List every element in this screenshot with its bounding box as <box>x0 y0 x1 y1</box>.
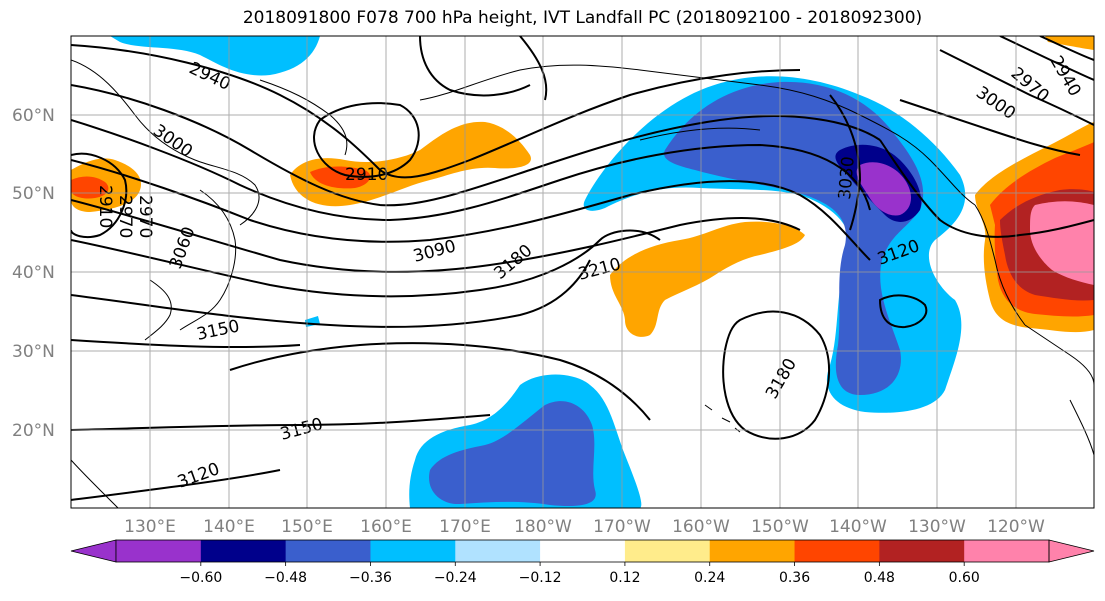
lon-label: 170°W <box>593 517 651 537</box>
colorbar-tick-label: −0.60 <box>179 570 222 586</box>
colorbar-extend-min <box>70 539 117 563</box>
lat-label: 20°N <box>12 421 55 441</box>
lon-label: 130°E <box>124 517 176 537</box>
contour-label: 2910 <box>345 165 388 185</box>
contour-label: 2970 <box>115 195 135 238</box>
colorbar-tick-label: 0.60 <box>949 570 980 586</box>
lon-label: 160°W <box>672 517 730 537</box>
longitude-labels: 130°E 140°E 150°E 160°E 170°E 180°W 170°… <box>124 517 1045 537</box>
colorbar-box <box>370 540 456 562</box>
latitude-labels: 60°N 50°N 40°N 30°N 20°N <box>12 106 55 441</box>
lon-label: 170°E <box>439 517 491 537</box>
lon-label: 150°W <box>751 517 809 537</box>
colorbar-box <box>709 540 796 562</box>
colorbar-box <box>794 540 880 562</box>
colorbar-box <box>624 540 711 562</box>
colorbar-box <box>200 540 287 562</box>
contour-label: 2970 <box>135 195 155 238</box>
colorbar-tick-label: 0.48 <box>864 570 895 586</box>
lon-label: 160°E <box>360 517 412 537</box>
map-frame <box>70 35 1095 509</box>
colorbar-tick-label: −0.12 <box>519 570 562 586</box>
lat-label: 30°N <box>12 342 55 362</box>
colorbar-tick-label: −0.48 <box>264 570 307 586</box>
map-title: 2018091800 F078 700 hPa height, IVT Land… <box>242 8 923 28</box>
lat-label: 60°N <box>12 106 55 126</box>
gridlines <box>71 36 1094 508</box>
colorbar-box <box>116 540 202 562</box>
lon-label: 140°W <box>829 517 887 537</box>
lon-label: 120°W <box>987 517 1045 537</box>
lon-label: 150°E <box>281 517 333 537</box>
lon-label: 130°W <box>908 517 966 537</box>
colorbar-extend-max <box>1048 539 1095 563</box>
colorbar-tick-label: 0.12 <box>609 570 640 586</box>
contour-label: 2910 <box>95 185 115 228</box>
colorbar-box <box>455 540 541 562</box>
colorbar-tick-label: −0.36 <box>349 570 392 586</box>
colorbar-box <box>879 540 965 562</box>
lat-label: 50°N <box>12 184 55 204</box>
colorbar-box <box>540 540 626 562</box>
colorbar-box <box>285 540 371 562</box>
contour-label: 3030 <box>835 156 859 201</box>
colorbar-box <box>964 540 1050 562</box>
colorbar-tick-label: 0.24 <box>694 570 725 586</box>
lat-label: 40°N <box>12 263 55 283</box>
colorbar: −0.60 −0.48 −0.36 −0.24 −0.12 0.12 0.24 0.36 0.4… <box>70 539 1095 586</box>
lon-label: 180°W <box>514 517 572 537</box>
lon-label: 140°E <box>203 517 255 537</box>
colorbar-tick-label: −0.24 <box>434 570 477 586</box>
colorbar-tick-label: 0.36 <box>779 570 810 586</box>
colorbar-frame <box>115 539 1050 563</box>
